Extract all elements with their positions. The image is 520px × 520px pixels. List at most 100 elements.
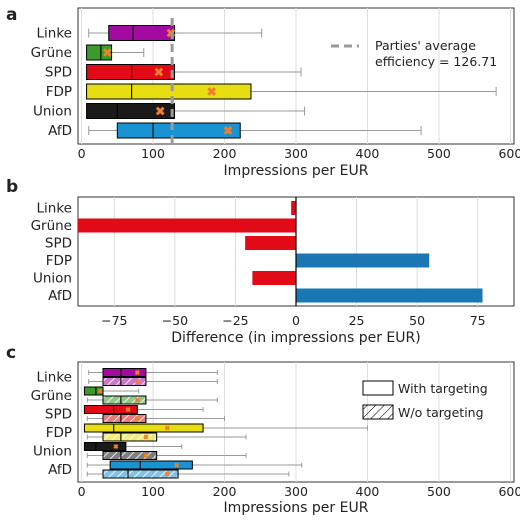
panel-c-label: c (6, 343, 16, 363)
b-bar-fdp (296, 253, 430, 268)
c-label-spd: SPD (45, 407, 72, 423)
b-label-afd: AfD (48, 288, 72, 304)
a-box-linke (108, 25, 175, 41)
b-tick-label: −75 (101, 313, 127, 328)
b-tick-label: 75 (470, 313, 486, 328)
average-legend-label-line2: efficiency = 126.71 (375, 54, 497, 69)
legend-with-targeting-swatch (362, 380, 394, 396)
a-tick-label: 200 (213, 146, 237, 161)
c-label-linke: Linke (37, 370, 72, 386)
a-mean-gruene (102, 48, 112, 57)
legend-without-targeting-label: W/o targeting (398, 405, 484, 420)
b-bar-linke (291, 201, 296, 215)
c-with-mean-union (113, 444, 119, 449)
c-without-hatch-afd (102, 469, 179, 479)
a-box-afd (116, 122, 241, 139)
c-without-mean-linke (134, 379, 140, 384)
c-tick-label: 500 (427, 484, 451, 499)
a-mean-spd (154, 67, 164, 77)
b-label-spd: SPD (45, 236, 72, 252)
panel-b-grid (113, 197, 479, 306)
a-tick-label: 300 (284, 146, 308, 161)
c-with-box-afd (109, 460, 193, 470)
legend-with-targeting-label: With targeting (398, 381, 488, 396)
c-without-mean-fdp (143, 434, 149, 440)
panel-a-legend: Parties' average efficiency = 126.71 (331, 38, 497, 69)
c-without-hatch-fdp (102, 432, 158, 442)
a-mean-afd (223, 126, 233, 135)
b-bar-union (252, 271, 296, 285)
panel-a-label: a (6, 5, 17, 25)
c-tick-label: 300 (284, 484, 308, 499)
a-tick-label: 400 (356, 146, 380, 161)
legend-without-targeting-swatch (362, 404, 394, 420)
a-label-gruene: Grüne (31, 45, 72, 61)
c-with-mean-linke (134, 370, 140, 375)
panel-a-xlabel: Impressions per EUR (224, 163, 369, 179)
c-tick-label: 0 (78, 484, 86, 499)
c-tick-label: 200 (213, 484, 237, 499)
a-label-fdp: FDP (46, 84, 72, 100)
b-label-linke: Linke (37, 201, 72, 217)
b-tick-label: 50 (409, 313, 425, 328)
a-tick-label: 100 (141, 146, 165, 161)
a-label-union: Union (33, 104, 72, 120)
a-box-union (86, 103, 175, 119)
c-tick-label: 600 (498, 484, 520, 499)
panel-c-boxes (83, 368, 368, 479)
c-without-hatch-spd (102, 414, 147, 423)
a-tick-label: 500 (427, 146, 451, 161)
c-without-mean-spd (134, 416, 140, 421)
c-without-hatch-union (102, 451, 158, 460)
c-with-mean-spd (125, 407, 131, 412)
a-label-spd: SPD (45, 65, 72, 81)
panel-b-label: b (6, 177, 18, 197)
c-label-afd: AfD (48, 462, 72, 478)
c-label-fdp: FDP (46, 425, 72, 441)
a-box-spd (86, 64, 175, 80)
b-bar-afd (296, 288, 483, 303)
c-tick-label: 100 (141, 484, 165, 499)
panel-c-x-ticks: 0 100 200 300 400 500 600 (78, 484, 520, 499)
average-legend-label-line1: Parties' average (375, 38, 476, 53)
a-mean-union (155, 106, 165, 116)
a-tick-label: 600 (498, 146, 520, 161)
b-tick-label: 0 (292, 313, 300, 328)
b-tick-label: −25 (222, 313, 248, 328)
panel-b-bars (78, 201, 483, 303)
c-with-box-spd (83, 405, 138, 414)
panel-a-x-ticks: 0 100 200 300 400 500 600 (78, 146, 520, 161)
panel-a: a Linke Grüne SPD FDP Union AfD 0 100 200 300 400… (6, 5, 520, 179)
panel-b-xlabel: Difference (in impressions per EUR) (171, 330, 420, 346)
c-without-hatch-gruene (102, 395, 147, 405)
c-label-gruene: Grüne (31, 388, 72, 404)
b-bar-spd (245, 236, 296, 250)
panel-c-xlabel: Impressions per EUR (224, 500, 369, 516)
b-tick-label: −50 (162, 313, 188, 328)
c-with-box-fdp (83, 423, 204, 433)
c-without-mean-union (143, 453, 149, 458)
b-tick-label: 25 (349, 313, 365, 328)
b-label-fdp: FDP (46, 253, 72, 269)
c-with-mean-gruene (97, 388, 103, 394)
c-without-mean-gruene (134, 397, 140, 403)
c-label-union: Union (33, 444, 72, 460)
panel-b-x-ticks: −75 −50 −25 0 25 50 75 (101, 313, 485, 328)
panel-c-legend: With targeting W/o targeting (362, 380, 488, 420)
c-without-hatch-linke (102, 377, 147, 386)
c-tick-label: 400 (356, 484, 380, 499)
a-mean-fdp (207, 87, 217, 96)
c-with-mean-fdp (164, 425, 170, 431)
c-with-box-linke (102, 368, 147, 377)
a-label-afd: AfD (48, 123, 72, 139)
b-bar-gruene (78, 218, 296, 233)
c-with-mean-afd (174, 462, 180, 468)
a-label-linke: Linke (37, 26, 72, 42)
b-label-gruene: Grüne (31, 218, 72, 234)
panel-a-boxes (86, 25, 497, 139)
b-label-union: Union (33, 271, 72, 287)
panel-c: c Linke Grüne SPD FDP Union AfD 0 100 200 300 400… (6, 343, 520, 516)
